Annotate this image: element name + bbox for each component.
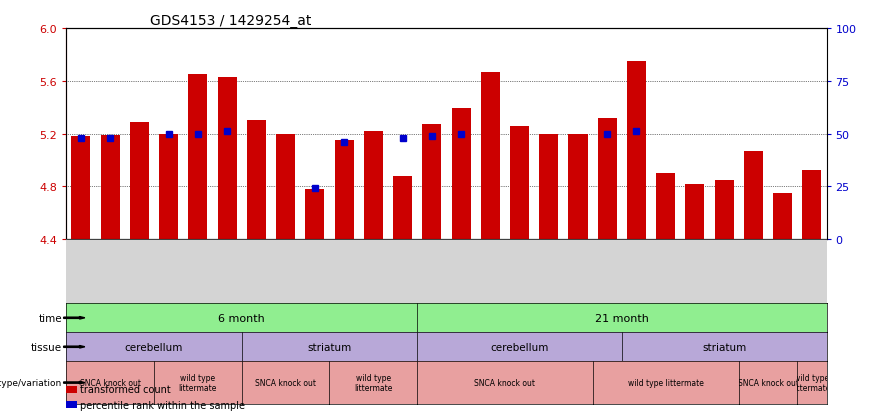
Text: cerebellum: cerebellum	[491, 342, 549, 352]
Text: transformed count: transformed count	[80, 385, 171, 394]
Bar	[510, 126, 529, 240]
Text: tissue: tissue	[31, 342, 62, 352]
Text: wild type
littermate: wild type littermate	[793, 373, 831, 392]
Text: SNCA knock out: SNCA knock out	[80, 378, 141, 387]
Bar	[276, 134, 295, 240]
Text: SNCA knock out: SNCA knock out	[737, 378, 798, 387]
Bar	[423, 125, 441, 240]
Text: time: time	[38, 313, 62, 323]
Bar	[393, 176, 412, 240]
Bar	[803, 171, 821, 240]
Bar	[101, 135, 119, 240]
Bar	[72, 137, 90, 240]
Bar	[598, 119, 617, 240]
Text: wild type littermate: wild type littermate	[628, 378, 704, 387]
Text: striatum: striatum	[702, 342, 746, 352]
Bar	[247, 121, 266, 240]
Text: wild type
littermate: wild type littermate	[354, 373, 392, 392]
Text: SNCA knock out: SNCA knock out	[475, 378, 536, 387]
Bar	[66, 401, 77, 408]
Bar	[217, 78, 237, 240]
Bar	[627, 62, 646, 240]
Bar	[714, 180, 734, 240]
Bar	[568, 134, 588, 240]
Bar	[656, 174, 675, 240]
Bar	[66, 386, 77, 393]
Text: striatum: striatum	[308, 342, 352, 352]
Bar	[334, 141, 354, 240]
Text: genotype/variation: genotype/variation	[0, 378, 62, 387]
Bar	[452, 109, 470, 240]
Text: 6 month: 6 month	[218, 313, 265, 323]
Bar	[130, 122, 149, 240]
Bar	[685, 184, 705, 240]
Bar	[539, 134, 559, 240]
Bar	[481, 72, 499, 240]
Bar	[159, 134, 179, 240]
Bar	[305, 190, 324, 240]
Text: wild type
littermate: wild type littermate	[179, 373, 217, 392]
Text: GDS4153 / 1429254_at: GDS4153 / 1429254_at	[150, 14, 312, 28]
Text: 21 month: 21 month	[595, 313, 649, 323]
Bar	[364, 132, 383, 240]
Text: cerebellum: cerebellum	[125, 342, 183, 352]
Text: percentile rank within the sample: percentile rank within the sample	[80, 400, 246, 410]
Bar	[188, 75, 208, 240]
Bar	[774, 193, 792, 240]
Bar	[744, 151, 763, 240]
Text: SNCA knock out: SNCA knock out	[255, 378, 316, 387]
